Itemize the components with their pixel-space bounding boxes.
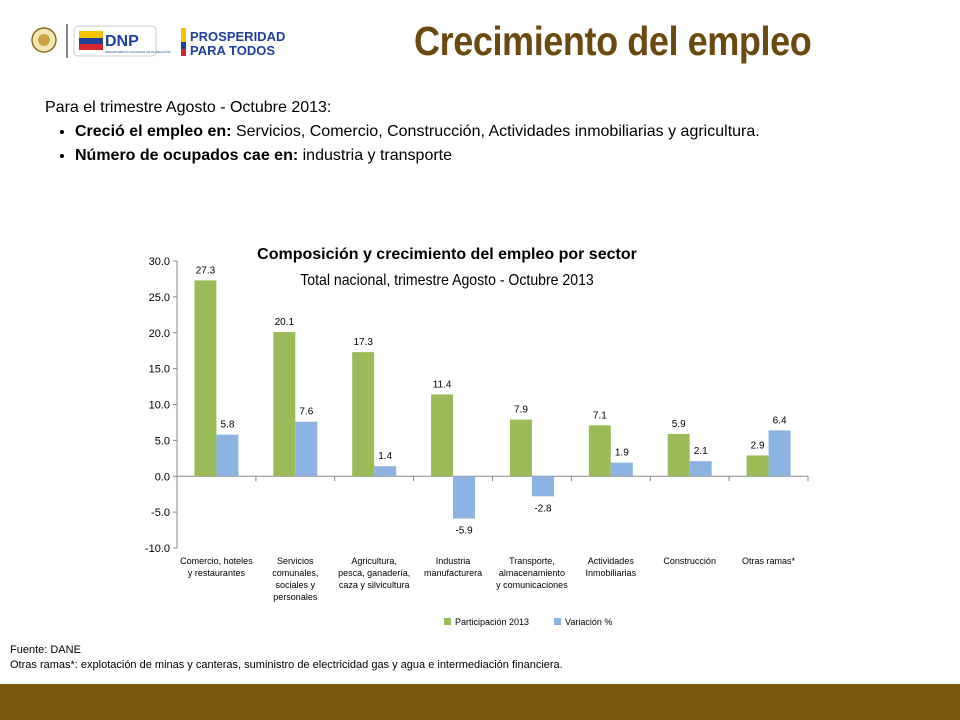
data-label: 20.1 [275,317,295,328]
data-label: 17.3 [353,337,373,348]
bar-participacion [667,433,690,477]
bullet-growth: Creció el empleo en: Servicios, Comercio… [75,120,907,144]
bar-participacion [273,332,296,477]
intro-bullets: Creció el empleo en: Servicios, Comercio… [45,120,907,168]
data-label: 5.9 [672,419,686,430]
category-label: Agricultura, [351,556,397,566]
dnp-logo-subtext: DEPARTAMENTO NACIONAL DE PLANEACIÓN [105,49,171,54]
bullet-growth-bold: Creció el empleo en: [75,123,232,140]
chart-subtitle: Total nacional, trimestre Agosto - Octub… [300,272,594,289]
data-label: 2.1 [694,446,708,457]
bullet-decline-bold: Número de ocupados cae en: [75,147,299,164]
y-tick-label: 30.0 [149,256,170,268]
dnp-logo-text: DNP [105,33,139,50]
chart-title: Composición y crecimiento del empleo por… [257,246,637,263]
bar-participacion [588,425,611,477]
data-label: 7.9 [514,405,528,416]
bar-chart: 30.0 25.0 20.0 15.0 10.0 5.0 0.0 -5.0 -10.0 27.3 5… [145,256,809,627]
legend-swatch [444,618,451,625]
category-label: pesca, ganadería, [338,568,410,578]
y-tick-label: 5.0 [155,435,170,447]
bullet-decline: Número de ocupados cae en: industria y t… [75,144,907,168]
data-label: 5.8 [220,420,234,431]
bar-participacion [194,280,217,477]
bar-variacion [689,461,712,477]
prosperidad-logo-line2: PARA TODOS [190,43,275,58]
category-label: y comunicaciones [496,580,568,590]
data-label: 7.6 [299,407,313,418]
bar-participacion [509,419,532,477]
category-label: Actividades [588,556,635,566]
category-label: almacenamiento [499,568,565,578]
category-label: sociales y [276,580,316,590]
footnote: Fuente: DANE Otras ramas*: explotación d… [10,643,563,673]
category-label: caza y silvicultura [339,580,410,590]
data-label: 1.9 [615,448,629,459]
data-label: -5.9 [455,526,473,537]
bar-variacion [610,462,633,477]
data-label: 2.9 [751,440,765,451]
bar-variacion [295,421,318,477]
category-label: Inmobiliarias [586,568,637,578]
data-label: 27.3 [196,265,216,276]
footnote-source: Fuente: DANE [10,644,81,656]
bullet-decline-text: industria y transporte [298,147,453,164]
category-label: Servicios [277,556,314,566]
y-tick-label: 0.0 [155,471,170,483]
category-label: personales [273,592,318,602]
bar-participacion [746,455,769,477]
footnote-note: Otras ramas*: explotación de minas y can… [10,659,563,671]
y-tick-label: -5.0 [151,507,170,519]
header-logos: DNP DEPARTAMENTO NACIONAL DE PLANEACIÓN … [31,24,285,58]
legend-swatch [554,618,561,625]
bullet-growth-text: Servicios, Comercio, Construcción, Activ… [231,123,760,140]
category-label: Otras ramas* [742,556,796,566]
data-label: 6.4 [773,415,787,426]
bar-variacion [531,476,554,497]
legend-label: Participación 2013 [455,617,529,627]
category-label: Construcción [663,556,716,566]
category-label: y restaurantes [188,568,246,578]
bar-variacion [216,434,239,477]
data-label: 7.1 [593,410,607,421]
data-label: -2.8 [534,503,552,514]
intro-text: Para el trimestre Agosto - Octubre 2013:… [45,96,907,168]
bar-participacion [431,394,454,477]
category-label: Comercio, hoteles [180,556,253,566]
category-label: manufacturera [424,568,482,578]
y-tick-label: 10.0 [149,400,170,412]
category-label: Transporte, [509,556,555,566]
chart-container: 30.0 25.0 20.0 15.0 10.0 5.0 0.0 -5.0 -10.0 27.3 5… [120,240,820,635]
legend-label: Variación % [565,617,612,627]
y-tick-label: -10.0 [145,543,170,555]
prosperidad-logo: PROSPERIDAD PARA TODOS [181,28,285,58]
bar-variacion [374,466,397,477]
y-tick-label: 25.0 [149,292,170,304]
y-tick-label: 15.0 [149,364,170,376]
dnp-logo: DNP DEPARTAMENTO NACIONAL DE PLANEACIÓN [73,25,171,57]
prosperidad-logo-line1: PROSPERIDAD [190,29,285,44]
bar-variacion [453,476,476,519]
bar-participacion [352,352,375,477]
bar-variacion [768,430,791,477]
footer-bar [0,684,960,720]
y-tick-label: 20.0 [149,328,170,340]
category-label: comunales, [272,568,318,578]
data-label: 1.4 [378,451,392,462]
page-title: Crecimiento del empleo [414,18,812,64]
category-label: Industria [436,556,471,566]
data-label: 11.4 [433,379,452,390]
colombia-coat-of-arms-icon [31,27,57,53]
intro-lead: Para el trimestre Agosto - Octubre 2013: [45,99,332,116]
